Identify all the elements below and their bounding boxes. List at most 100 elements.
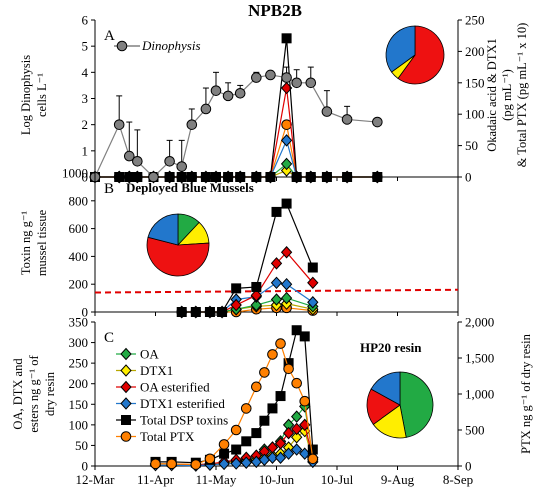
panel-a-point: [372, 116, 383, 128]
panel-c-point: [166, 458, 177, 470]
panel-c-point: [218, 439, 230, 450]
panel-a-point: [132, 156, 143, 167]
panel-c-point: [240, 403, 252, 414]
panel-c-point: [218, 457, 230, 471]
panel-a-point: [341, 114, 353, 125]
panel-c-label: C: [104, 330, 114, 346]
panel-a-right-tick-label: 50: [465, 138, 478, 153]
panel-c-legend-marker: [120, 380, 132, 394]
panel-b-point: [281, 198, 292, 209]
panel-a-point: [265, 172, 276, 182]
panel-a-point: [200, 103, 212, 115]
panel-c-x-tick-label: 9-Aug: [381, 472, 415, 487]
panel-b-left-tick-label: 400: [69, 249, 89, 264]
panel-a-pie-slice-0: [397, 25, 445, 85]
panel-c-x-tick-label: 12-Mar: [76, 472, 116, 487]
panel-a-point: [176, 161, 188, 172]
panel-a-left-tick-label: 4: [82, 65, 89, 80]
panel-c-legend-label: OA esterified: [140, 380, 210, 395]
panel-a-point: [281, 33, 292, 44]
panel-b-point: [217, 307, 228, 317]
panel-c-point: [241, 436, 252, 447]
panel-a-point: [132, 172, 143, 182]
panel-a-right-axis-label: Okadaic acid & DTX1: [485, 38, 499, 152]
panel-c-legend-label: OA: [140, 347, 159, 362]
panel-a-point: [234, 87, 246, 99]
panel-c-point: [150, 458, 161, 470]
panel-b-point: [270, 276, 283, 290]
panel-a-point: [176, 172, 187, 182]
panel-c-point: [275, 338, 286, 349]
panel-c-point: [282, 447, 295, 460]
panel-a-point: [305, 172, 316, 182]
panel-c-point: [282, 426, 295, 440]
panel-a-right-axis-label: (pg mL⁻¹): [500, 69, 514, 121]
panel-a-point: [114, 172, 125, 182]
panel-c-left-tick-label: 50: [75, 438, 88, 453]
panel-b-point: [231, 283, 242, 294]
panel-b-point: [307, 276, 319, 290]
panel-c-point: [251, 381, 262, 393]
panel-a-point: [342, 172, 353, 182]
panel-b-left-tick-label: 600: [69, 221, 89, 236]
panel-c-x-tick-label: 11-May: [196, 472, 237, 487]
panel-b-point: [230, 298, 242, 312]
panel-a-point: [281, 119, 292, 130]
panel-c-left-axis-label: OA, DTX and: [11, 358, 25, 430]
panel-a-point: [211, 172, 221, 182]
panel-c-point: [251, 428, 262, 439]
panel-a-right-tick-label: 150: [465, 75, 485, 90]
panel-a-left-tick-label: 5: [82, 39, 89, 54]
panel-c-right-tick-label: 1,000: [465, 387, 494, 402]
panel-c-right-axis-label: PTX ng g⁻¹ of dry resin: [519, 333, 533, 453]
panel-a-point: [148, 171, 159, 183]
panel-a-point: [164, 156, 175, 167]
panel-a-point: [280, 157, 293, 171]
panel-c-point: [266, 451, 279, 465]
panel-c-legend-marker: [120, 431, 132, 442]
panel-a-point: [222, 90, 234, 102]
panel-a-point: [223, 172, 234, 182]
panel-b-left-tick-label: 0: [82, 305, 89, 320]
panel-c-point: [219, 448, 230, 459]
panel-c-point: [283, 363, 294, 375]
panel-c-point: [267, 349, 278, 360]
panel-c-x-tick-label: 10-Jun: [259, 472, 295, 487]
panel-b-reference-line: [94, 288, 459, 294]
panel-b-point: [204, 307, 215, 317]
panel-c-left-tick-label: 200: [69, 376, 89, 391]
panel-a-point: [251, 172, 262, 182]
panel-a-left-tick-label: 1: [82, 143, 89, 158]
panel-b-point: [271, 206, 282, 217]
panel-a-point: [305, 77, 317, 89]
panel-b-left-tick-label: 200: [69, 277, 89, 292]
panel-c-legend-marker: [120, 347, 132, 361]
panel-b-annotation: Deployed Blue Mussels: [126, 180, 254, 195]
panel-b-point: [176, 307, 187, 317]
panel-c-right-tick-label: 1,500: [465, 351, 494, 366]
panel-a-point: [251, 72, 262, 83]
panel-a-point: [186, 172, 197, 182]
panel-c-point: [259, 415, 270, 426]
panel-a-point: [210, 85, 222, 96]
panel-a-left-tick-label: 2: [82, 117, 89, 132]
panel-c-point: [274, 451, 287, 465]
panel-a-point: [164, 172, 175, 182]
panel-a-point: [321, 172, 332, 182]
panel-c-x-tick-label: 8-Sep: [443, 472, 473, 487]
panel-b-point: [190, 307, 201, 317]
panel-c-left-tick-label: 0: [82, 459, 89, 474]
panel-b-point: [307, 296, 319, 309]
panel-c-point: [299, 395, 311, 407]
panel-b-left-axis-label: mussel tissue: [35, 209, 49, 276]
panel-a-right-axis-label: & Total PTX (pg mL⁻¹ x 10): [515, 23, 529, 168]
panel-a-point: [291, 172, 302, 182]
panel-c-point: [290, 430, 303, 444]
panel-a-pie-slice-2: [385, 25, 416, 73]
panel-c-pie-slice-3: [370, 371, 401, 406]
panel-a-left-tick-label: 3: [82, 91, 89, 106]
panel-c-point: [291, 377, 302, 389]
panel-c-legend-marker: [120, 397, 132, 410]
panel-a-left-axis-label: Log Dinophysis cells L⁻¹: [19, 55, 49, 135]
panel-a-point: [280, 134, 293, 147]
